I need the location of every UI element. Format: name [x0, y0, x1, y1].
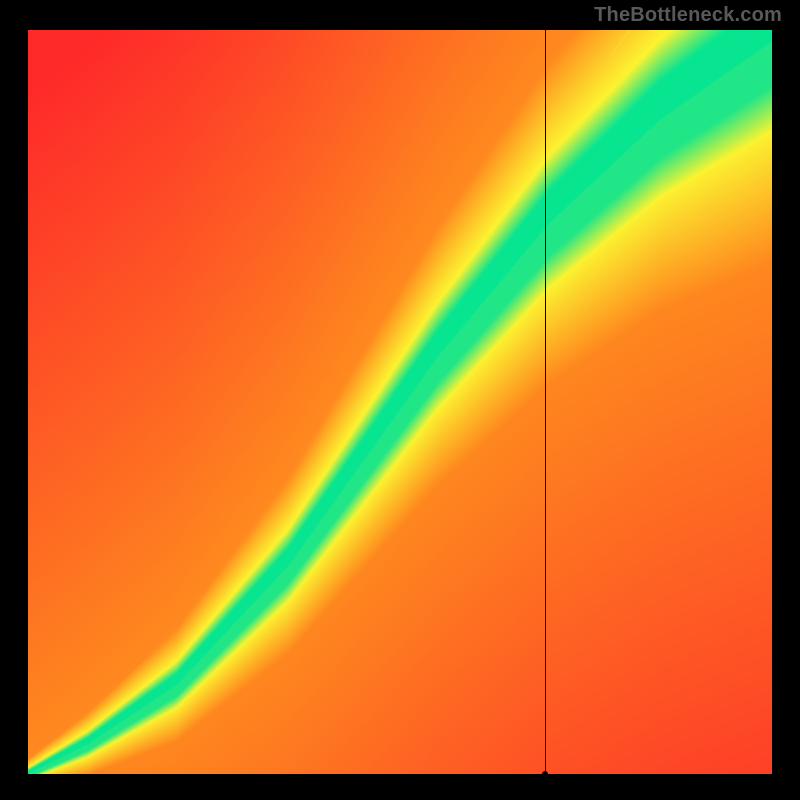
y-axis-tick: [22, 773, 28, 775]
heatmap-canvas: [28, 30, 772, 774]
chart-container: TheBottleneck.com: [0, 0, 800, 800]
crosshair-vertical: [545, 30, 546, 774]
plot-area: [28, 30, 772, 774]
watermark-text: TheBottleneck.com: [594, 4, 782, 27]
x-axis-tick: [544, 774, 546, 780]
